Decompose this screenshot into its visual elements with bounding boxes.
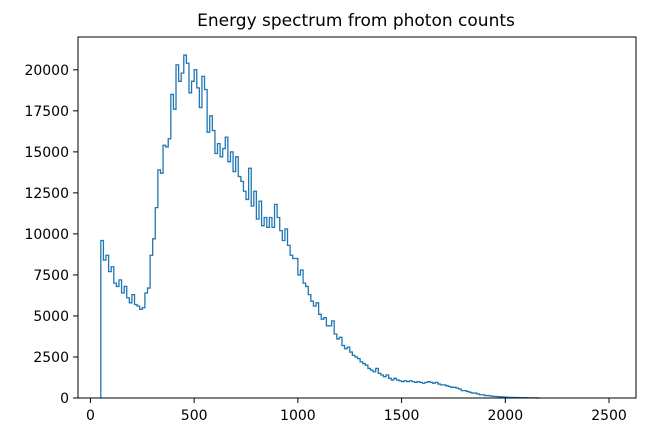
histogram-step-line (100, 54, 540, 399)
x-tick-label: 0 (86, 408, 95, 424)
x-tick-label: 500 (181, 408, 208, 424)
y-tick-label: 7500 (33, 268, 69, 284)
x-axis: 0 500 1000 1500 2000 2500 (86, 398, 627, 424)
y-tick-label: 10000 (24, 227, 69, 243)
x-tick-label: 1000 (280, 408, 316, 424)
y-tick-label: 20000 (24, 63, 69, 79)
x-tick-label: 2000 (487, 408, 523, 424)
y-tick-label: 15000 (24, 145, 69, 161)
chart-title: Energy spectrum from photon counts (197, 11, 515, 31)
y-tick-label: 2500 (33, 350, 69, 366)
x-tick-label: 1500 (384, 408, 420, 424)
y-tick-label: 5000 (33, 309, 69, 325)
y-tick-label: 17500 (24, 104, 69, 120)
x-tick-label: 2500 (591, 408, 627, 424)
y-tick-label: 12500 (24, 186, 69, 202)
y-axis: 0 2500 5000 7500 10000 12500 15000 17500 20000 (24, 63, 78, 407)
plot-area (100, 54, 540, 399)
axes-frame (77, 36, 637, 399)
y-tick-label: 0 (60, 391, 69, 407)
